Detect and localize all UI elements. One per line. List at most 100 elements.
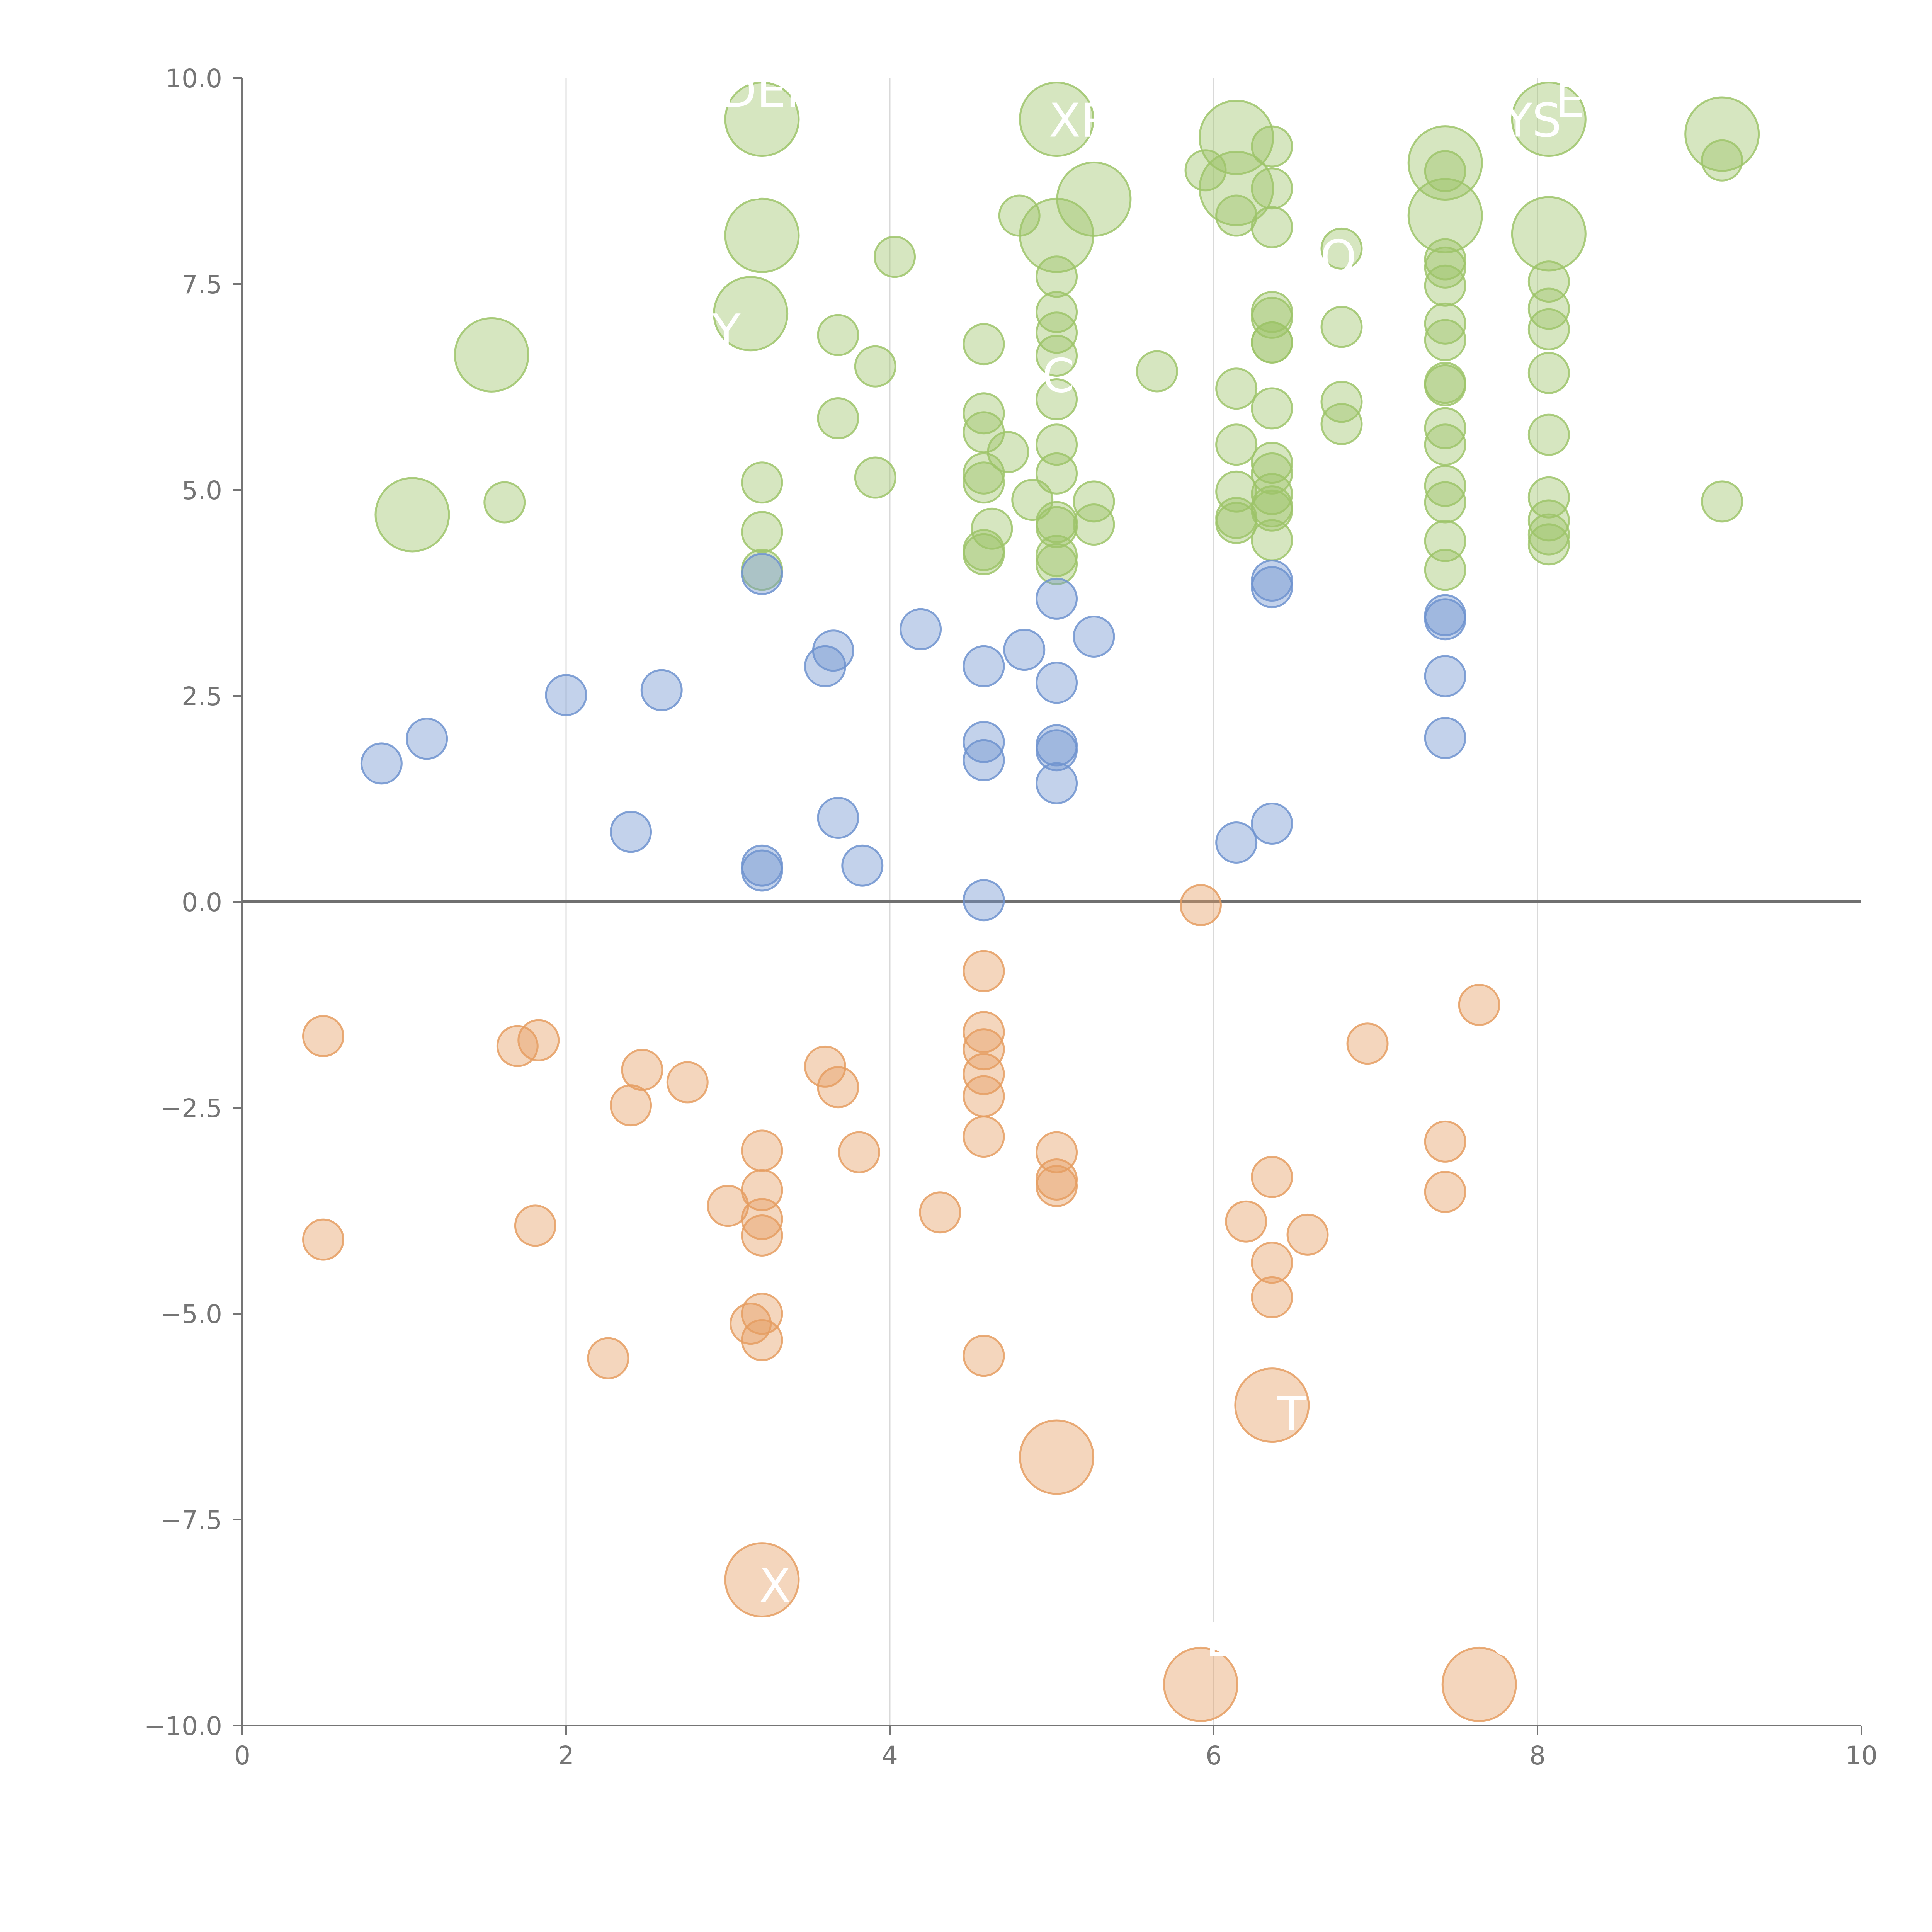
- green-bubble: [1320, 227, 1363, 270]
- green-bubble: [1251, 167, 1293, 210]
- green-bubble: [817, 397, 859, 440]
- blue-bubble: [900, 608, 942, 650]
- blue-bubble: [545, 674, 587, 716]
- green-bubble: [1527, 476, 1570, 519]
- bubble-label: T: [1277, 1388, 1306, 1441]
- blue-bubble: [1036, 729, 1078, 772]
- axes: 0 2 4 6 8 10 10.0 7.5 5.0 2.5 0.0 −2.5 −5.0 −7.5 −10.0: [144, 64, 1878, 1770]
- x-tick-label: 0: [234, 1741, 250, 1770]
- green-bubble: [483, 481, 526, 524]
- green-bubble: [1251, 206, 1293, 248]
- y-tick-label: −7.5: [160, 1505, 222, 1535]
- green-bubble: [963, 461, 1005, 504]
- green-bubble: [1424, 364, 1466, 406]
- green-bubble: [1036, 506, 1078, 548]
- orange-bubble: [302, 1218, 344, 1261]
- green-bubble: [741, 511, 783, 553]
- blue-bubble: [817, 797, 859, 839]
- orange-bubble: [1441, 1646, 1517, 1722]
- green-bubble: [1019, 82, 1095, 157]
- orange-bubble: [1424, 1120, 1466, 1163]
- green-bubble: [1527, 352, 1570, 394]
- green-bubble: [454, 317, 529, 393]
- orange-bubble: [741, 1319, 783, 1361]
- green-bubble: [1251, 296, 1293, 339]
- blue-bubble: [1003, 629, 1046, 671]
- blue-bubble: [741, 553, 783, 595]
- green-bubble: [1036, 543, 1078, 585]
- x-tick-label: 8: [1529, 1741, 1546, 1770]
- green-bubble: [1424, 264, 1466, 307]
- green-bubble: [1036, 255, 1078, 298]
- green-bubble: [1073, 503, 1115, 546]
- green-bubble: [817, 314, 859, 356]
- y-tick-label: 10.0: [165, 64, 222, 94]
- blue-bubble: [1424, 598, 1466, 641]
- orange-bubble: [963, 950, 1005, 992]
- blue-bubble: [1251, 566, 1293, 609]
- green-bubble: [1320, 306, 1363, 348]
- orange-bubble: [741, 1214, 783, 1257]
- orange-bubble: [1346, 1022, 1389, 1065]
- green-bubble: [971, 507, 1013, 550]
- y-tick-label: −2.5: [160, 1094, 222, 1123]
- orange-bubble: [741, 1198, 783, 1240]
- green-bubble: [1527, 523, 1570, 566]
- orange-bubble: [1225, 1200, 1267, 1243]
- blue-bubble: [610, 811, 652, 853]
- green-bubble: [1251, 473, 1293, 515]
- blue-bubble: [1215, 821, 1258, 864]
- blue-bubble: [1073, 615, 1115, 658]
- green-bubble: [1215, 423, 1258, 466]
- green-bubble: [1527, 413, 1570, 456]
- blue-bubble: [1036, 762, 1078, 804]
- blue-bubble: [841, 844, 884, 887]
- bubble-label: C: [1489, 1613, 1521, 1667]
- orange-bubble: [517, 1019, 560, 1061]
- green-bubble: [987, 431, 1029, 473]
- orange-bubble: [587, 1337, 629, 1379]
- y-tick-label: 7.5: [182, 270, 222, 299]
- blue-bubble: [741, 849, 783, 892]
- bubbles: [302, 82, 1760, 1722]
- green-bubble: [1251, 125, 1293, 168]
- blue-bubble: [963, 645, 1005, 687]
- green-bubble: [713, 276, 789, 352]
- green-bubble: [1251, 442, 1293, 484]
- orange-bubble: [963, 1011, 1005, 1053]
- blue-bubble: [1251, 802, 1293, 845]
- orange-bubble: [741, 1169, 783, 1211]
- green-bubble: [1320, 381, 1363, 423]
- green-bubble: [1527, 499, 1570, 542]
- blue-bubble: [1036, 662, 1078, 704]
- green-bubble: [1184, 149, 1227, 192]
- green-bubble: [963, 452, 1005, 495]
- x-tick-label: 2: [558, 1741, 574, 1770]
- bubble-label: XR: [1049, 94, 1113, 148]
- y-tick-label: 0.0: [182, 888, 222, 917]
- green-bubble: [1215, 470, 1258, 513]
- green-bubble: [1424, 246, 1466, 289]
- bubble-label: E: [1555, 74, 1585, 128]
- green-bubble: [1215, 502, 1258, 544]
- green-bubble: [1251, 489, 1293, 532]
- green-bubble: [854, 345, 896, 388]
- orange-bubble: [1234, 1367, 1310, 1443]
- orange-bubble: [1036, 1165, 1078, 1208]
- green-bubble: [1424, 302, 1466, 345]
- green-bubble: [1036, 311, 1078, 354]
- blue-bubble: [640, 669, 683, 711]
- orange-bubble: [919, 1191, 961, 1234]
- bubble-label: YS: [1503, 94, 1561, 148]
- blue-bubble: [963, 879, 1005, 922]
- blue-bubble: [963, 739, 1005, 781]
- bubble-label: OL: [736, 156, 798, 209]
- x-tick-label: 4: [882, 1741, 898, 1770]
- orange-bubble: [1163, 1646, 1238, 1722]
- orange-bubble: [1179, 884, 1222, 927]
- green-bubble: [1073, 480, 1115, 523]
- green-bubble: [1215, 194, 1258, 237]
- green-bubble: [1424, 481, 1466, 524]
- green-bubble: [1424, 423, 1466, 466]
